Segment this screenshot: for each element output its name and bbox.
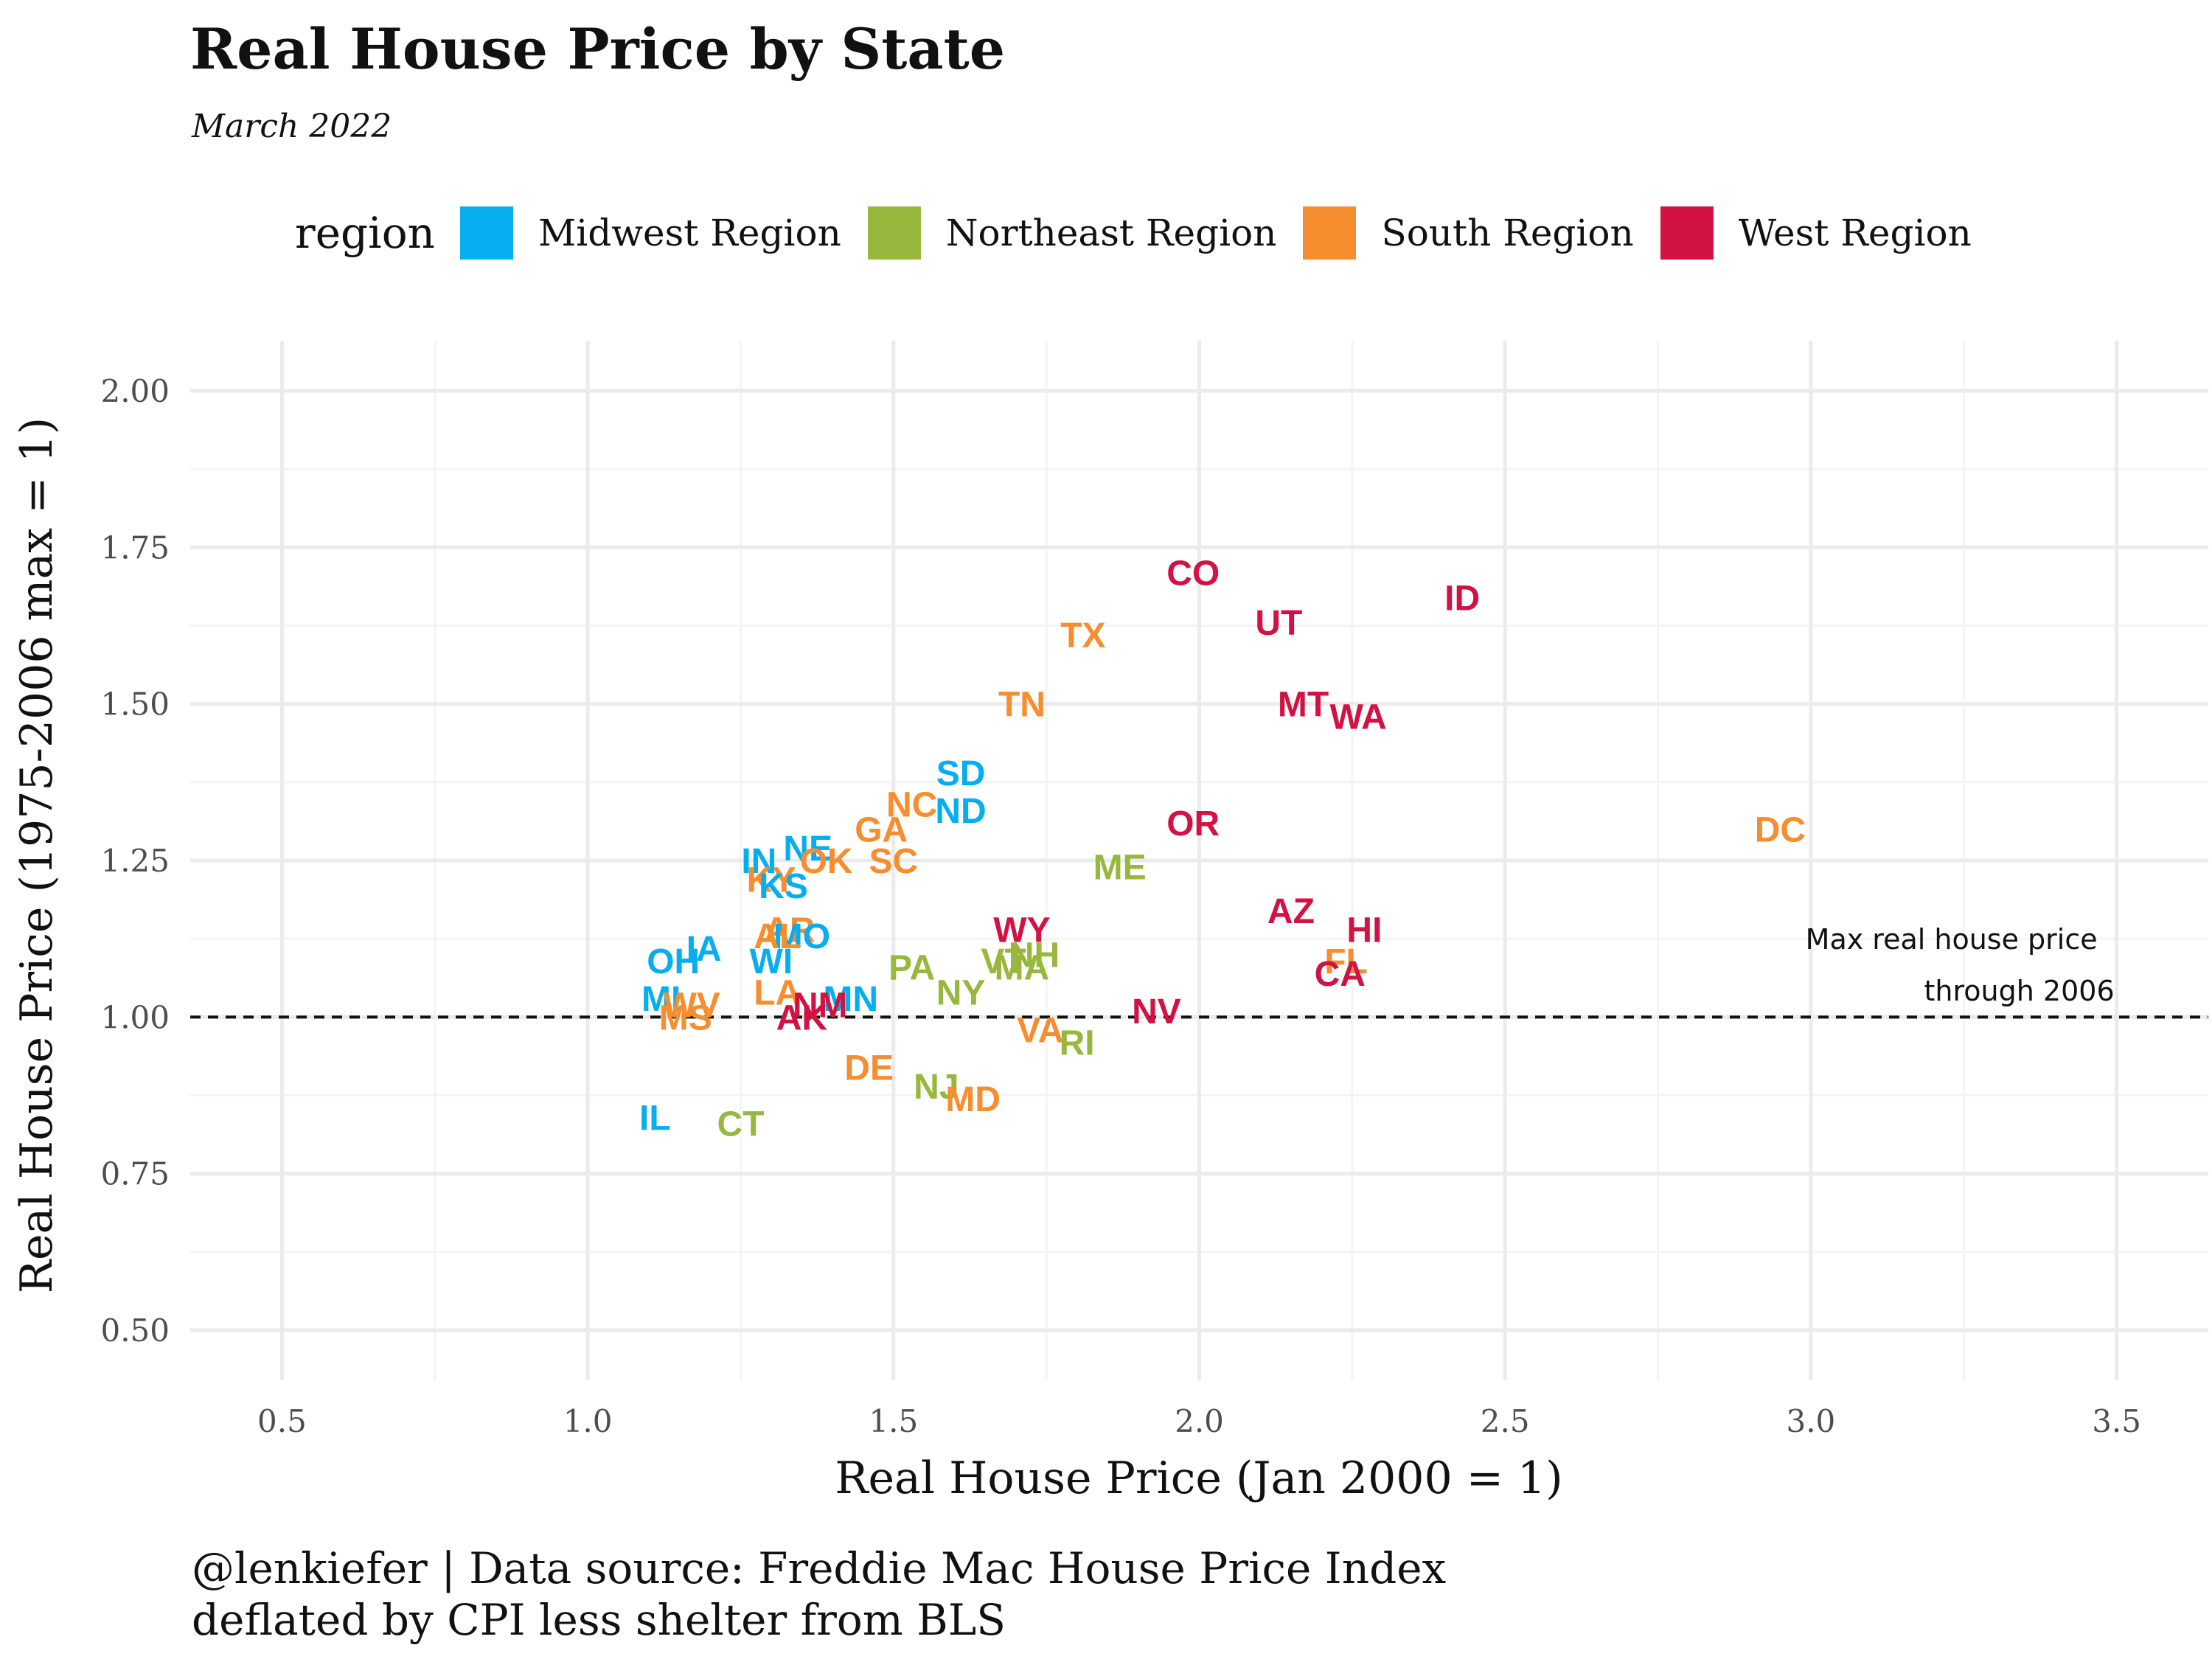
x-tick-label: 0.5 <box>257 1403 307 1439</box>
state-label-al: AL <box>754 917 801 956</box>
state-label-me: ME <box>1093 848 1147 887</box>
state-label-wv: WV <box>663 986 720 1025</box>
chart-title: Real House Price by State <box>190 16 1006 82</box>
legend-label-south: South Region <box>1381 212 1634 254</box>
legend-title: region <box>295 208 436 258</box>
state-label-tn: TN <box>998 686 1046 725</box>
state-label-mt: MT <box>1278 686 1329 725</box>
state-label-hi: HI <box>1346 911 1382 950</box>
state-label-mo: MO <box>773 917 830 956</box>
state-label-nh: NH <box>1009 936 1060 975</box>
state-label-ky: KY <box>747 860 796 900</box>
state-label-az: AZ <box>1267 892 1315 931</box>
state-label-ms: MS <box>659 998 712 1037</box>
legend-label-northeast: Northeast Region <box>945 212 1277 254</box>
state-label-ct: CT <box>717 1105 764 1144</box>
state-label-wi: WI <box>750 942 793 981</box>
state-label-sc: SC <box>869 842 918 881</box>
legend-item-west: West Region <box>1660 206 1972 260</box>
state-label-nc: NC <box>886 786 937 825</box>
x-tick-label: 1.0 <box>563 1403 613 1439</box>
legend-label-west: West Region <box>1738 212 1972 254</box>
x-tick-label: 2.5 <box>1481 1403 1530 1439</box>
axis-ticks: 0.5 1.0 1.5 2.0 2.5 3.0 3.5 0.50 0.75 1.00 1.25 1.5… <box>100 373 2141 1439</box>
legend-item-south: South Region <box>1303 206 1634 260</box>
y-tick-label: 1.00 <box>100 999 170 1035</box>
y-tick-label: 1.50 <box>100 686 170 723</box>
state-label-ia: IA <box>686 930 722 969</box>
y-axis-title: Real House Price (1975-2006 max = 1) <box>11 417 63 1293</box>
x-tick-label: 3.5 <box>2092 1403 2141 1439</box>
y-tick-label: 0.75 <box>100 1156 170 1192</box>
state-label-nj: NJ <box>914 1068 959 1107</box>
legend-label-midwest: Midwest Region <box>538 212 841 254</box>
state-label-nd: ND <box>935 792 986 831</box>
state-label-oh: OH <box>647 942 700 981</box>
state-label-ny: NY <box>936 973 986 1012</box>
annotation-line-2: through 2006 <box>1924 975 2115 1007</box>
x-tick-label: 1.5 <box>869 1403 918 1439</box>
state-label-vt: VT <box>981 942 1026 981</box>
state-label-la: LA <box>754 973 801 1012</box>
state-label-ga: GA <box>855 811 908 850</box>
caption-line-1: @lenkiefer | Data source: Freddie Mac Ho… <box>192 1543 1447 1593</box>
state-label-dc: DC <box>1755 811 1806 850</box>
state-label-md: MD <box>945 1080 1001 1119</box>
x-tick-label: 3.0 <box>1786 1403 1835 1439</box>
chart-subtitle: March 2022 <box>192 108 392 145</box>
state-label-nm: NM <box>793 986 848 1025</box>
legend-key-northeast <box>867 206 921 260</box>
state-label-in: IN <box>741 842 776 881</box>
y-tick-label: 1.75 <box>100 529 170 566</box>
x-tick-label: 2.0 <box>1175 1403 1224 1439</box>
state-label-ne: NE <box>783 830 832 869</box>
state-label-ma: MA <box>995 948 1050 987</box>
x-axis-title: Real House Price (Jan 2000 = 1) <box>835 1453 1562 1504</box>
state-label-ak: AK <box>776 998 828 1037</box>
caption-line-2: deflated by CPI less shelter from BLS <box>192 1595 1006 1645</box>
grid <box>190 341 2208 1380</box>
state-label-ut: UT <box>1255 604 1302 643</box>
legend: region Midwest Region Northeast Region S… <box>295 204 1998 262</box>
legend-item-midwest: Midwest Region <box>460 206 841 260</box>
state-label-ri: RI <box>1060 1023 1095 1062</box>
y-tick-label: 0.50 <box>100 1312 170 1349</box>
state-label-ks: KS <box>759 867 808 906</box>
state-label-il: IL <box>639 1099 671 1138</box>
state-label-nv: NV <box>1132 992 1181 1032</box>
state-label-or: OR <box>1166 804 1220 844</box>
legend-key-west <box>1660 206 1714 260</box>
state-label-wa: WA <box>1329 698 1386 737</box>
state-label-va: VA <box>1017 1011 1063 1050</box>
state-label-fl: FL <box>1324 942 1368 981</box>
state-label-pa: PA <box>888 948 935 987</box>
legend-item-northeast: Northeast Region <box>867 206 1277 260</box>
caption: @lenkiefer | Data source: Freddie Mac Ho… <box>192 1543 1446 1646</box>
legend-key-midwest <box>460 206 514 260</box>
annotation: Max real house price through 2006 <box>1806 923 2115 1007</box>
state-label-tx: TX <box>1060 616 1105 655</box>
state-label-mn: MN <box>823 980 878 1019</box>
state-label-ca: CA <box>1315 955 1366 994</box>
y-tick-label: 1.25 <box>100 843 170 879</box>
state-label-ok: OK <box>800 842 853 881</box>
state-label-co: CO <box>1166 554 1220 593</box>
annotation-line-1: Max real house price <box>1806 923 2098 956</box>
state-label-de: DE <box>844 1048 894 1088</box>
state-label-id: ID <box>1444 579 1480 618</box>
legend-key-south <box>1303 206 1357 260</box>
state-label-ar: AR <box>764 911 815 950</box>
state-label-wy: WY <box>993 911 1050 950</box>
state-label-mi: MI <box>641 980 681 1019</box>
y-tick-label: 2.00 <box>100 373 170 409</box>
state-label-sd: SD <box>936 754 986 793</box>
